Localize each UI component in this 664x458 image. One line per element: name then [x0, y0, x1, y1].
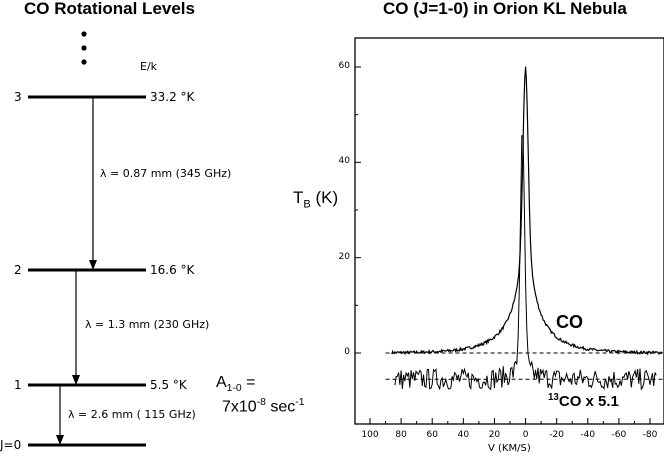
energy-level-title: CO Rotational Levels	[24, 0, 195, 18]
x-tick-label: 100	[361, 430, 379, 440]
co-series-label: CO	[556, 312, 583, 332]
x-tick-label: 0	[522, 430, 529, 440]
13co-spectrum-line	[394, 135, 657, 391]
y-tick-label: 60	[338, 61, 350, 71]
co-spectrum-line	[391, 66, 663, 356]
y-tick-label: 0	[344, 347, 350, 357]
x-tick-label: -20	[549, 430, 565, 440]
einstein-a-value: 7x10-8 sec-1	[222, 397, 305, 416]
x-tick-label: 60	[426, 430, 438, 440]
einstein-a-label: A1-0 =	[216, 374, 256, 395]
y-tick-label: 40	[338, 156, 350, 167]
continuation-dot	[81, 59, 87, 65]
13co-series-label: 13CO x 5.1	[548, 392, 619, 410]
arrowhead	[89, 260, 97, 270]
plot-frame	[354, 37, 664, 425]
transition-label-2-1: λ = 1.3 mm (230 GHz)	[85, 318, 210, 331]
chart-title: CO (J=1-0) in Orion KL Nebula	[383, 0, 627, 18]
chart-marks	[355, 66, 664, 424]
continuation-dot	[81, 45, 87, 51]
y-axis-label: TB (K)	[293, 188, 339, 211]
y-tick-label: 20	[338, 251, 350, 262]
level-2-energy: 16.6 °K	[150, 263, 195, 277]
x-tick-label: 40	[457, 430, 470, 440]
level-3-energy: 33.2 °K	[150, 90, 195, 104]
level-1-label: 1	[14, 378, 22, 392]
x-tick-label: -40	[580, 430, 596, 440]
level-1-energy: 5.5 °K	[150, 378, 187, 392]
arrowhead	[56, 435, 64, 445]
level-3-label: 3	[14, 90, 22, 104]
x-axis-label: V (KM/S)	[488, 443, 531, 454]
arrowhead	[72, 375, 80, 385]
level-0-label: J=0	[0, 438, 22, 452]
transition-label-1-0: λ = 2.6 mm ( 115 GHz)	[68, 408, 196, 421]
x-tick-label: 20	[488, 430, 501, 440]
transition-label-3-2: λ = 0.87 mm (345 GHz)	[100, 167, 232, 180]
x-tick-label: -60	[611, 430, 627, 440]
x-tick-label: 80	[395, 430, 407, 440]
continuation-dot	[81, 31, 87, 37]
level-2-label: 2	[14, 263, 22, 277]
energy-axis-label: E/k	[140, 60, 158, 73]
x-tick-label: -80	[642, 430, 658, 440]
